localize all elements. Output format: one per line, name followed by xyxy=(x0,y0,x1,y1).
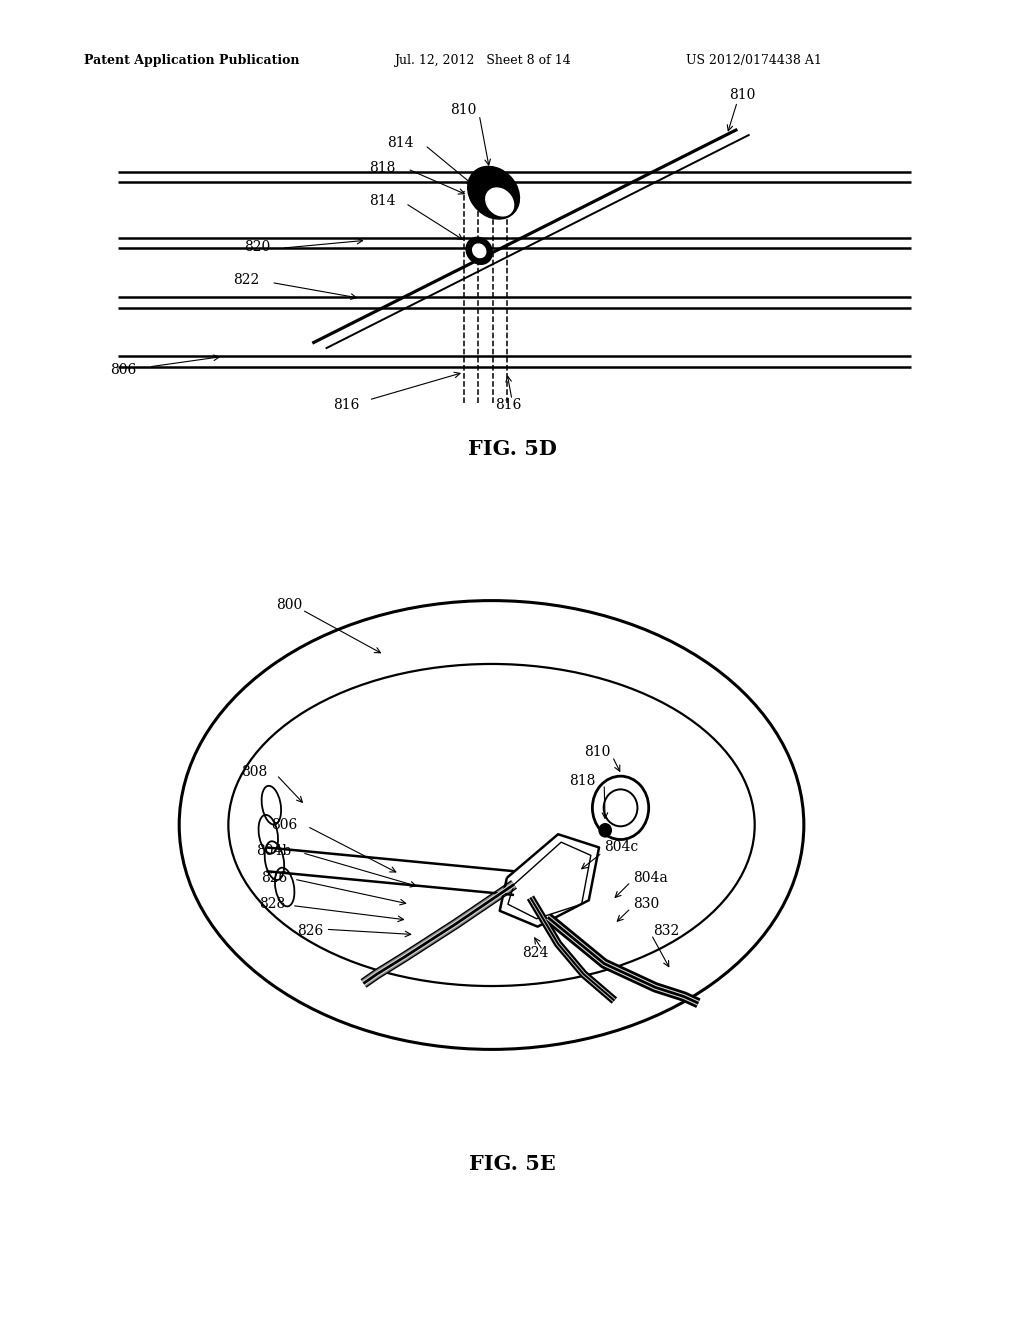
Text: 822: 822 xyxy=(233,273,260,286)
Text: 810: 810 xyxy=(584,746,610,759)
Text: 806: 806 xyxy=(111,363,137,376)
Ellipse shape xyxy=(468,166,519,219)
Text: 818: 818 xyxy=(569,775,596,788)
Ellipse shape xyxy=(485,187,514,216)
Text: 804b: 804b xyxy=(256,845,291,858)
Ellipse shape xyxy=(473,244,485,257)
Text: FIG. 5E: FIG. 5E xyxy=(469,1154,555,1175)
Ellipse shape xyxy=(599,824,611,837)
Text: FIG. 5D: FIG. 5D xyxy=(468,438,556,459)
Text: 826: 826 xyxy=(261,871,288,884)
Text: 814: 814 xyxy=(369,194,395,207)
Text: 824: 824 xyxy=(522,946,549,960)
Text: 806: 806 xyxy=(271,818,298,832)
Text: 804c: 804c xyxy=(604,841,638,854)
Text: 804a: 804a xyxy=(633,871,668,884)
Text: 810: 810 xyxy=(451,103,477,116)
Text: 814: 814 xyxy=(387,136,414,149)
Text: 820: 820 xyxy=(244,240,270,253)
Text: Patent Application Publication: Patent Application Publication xyxy=(84,54,299,67)
Text: 808: 808 xyxy=(241,766,267,779)
Text: 818: 818 xyxy=(369,161,395,174)
Text: 816: 816 xyxy=(496,399,522,412)
Ellipse shape xyxy=(466,238,493,264)
Text: 826: 826 xyxy=(297,924,324,937)
Text: 800: 800 xyxy=(276,598,303,611)
Text: 830: 830 xyxy=(633,898,659,911)
Text: 816: 816 xyxy=(333,399,359,412)
Text: Jul. 12, 2012   Sheet 8 of 14: Jul. 12, 2012 Sheet 8 of 14 xyxy=(394,54,571,67)
Text: 828: 828 xyxy=(259,898,286,911)
Text: 832: 832 xyxy=(653,924,680,937)
Text: US 2012/0174438 A1: US 2012/0174438 A1 xyxy=(686,54,822,67)
Text: 810: 810 xyxy=(729,88,756,102)
